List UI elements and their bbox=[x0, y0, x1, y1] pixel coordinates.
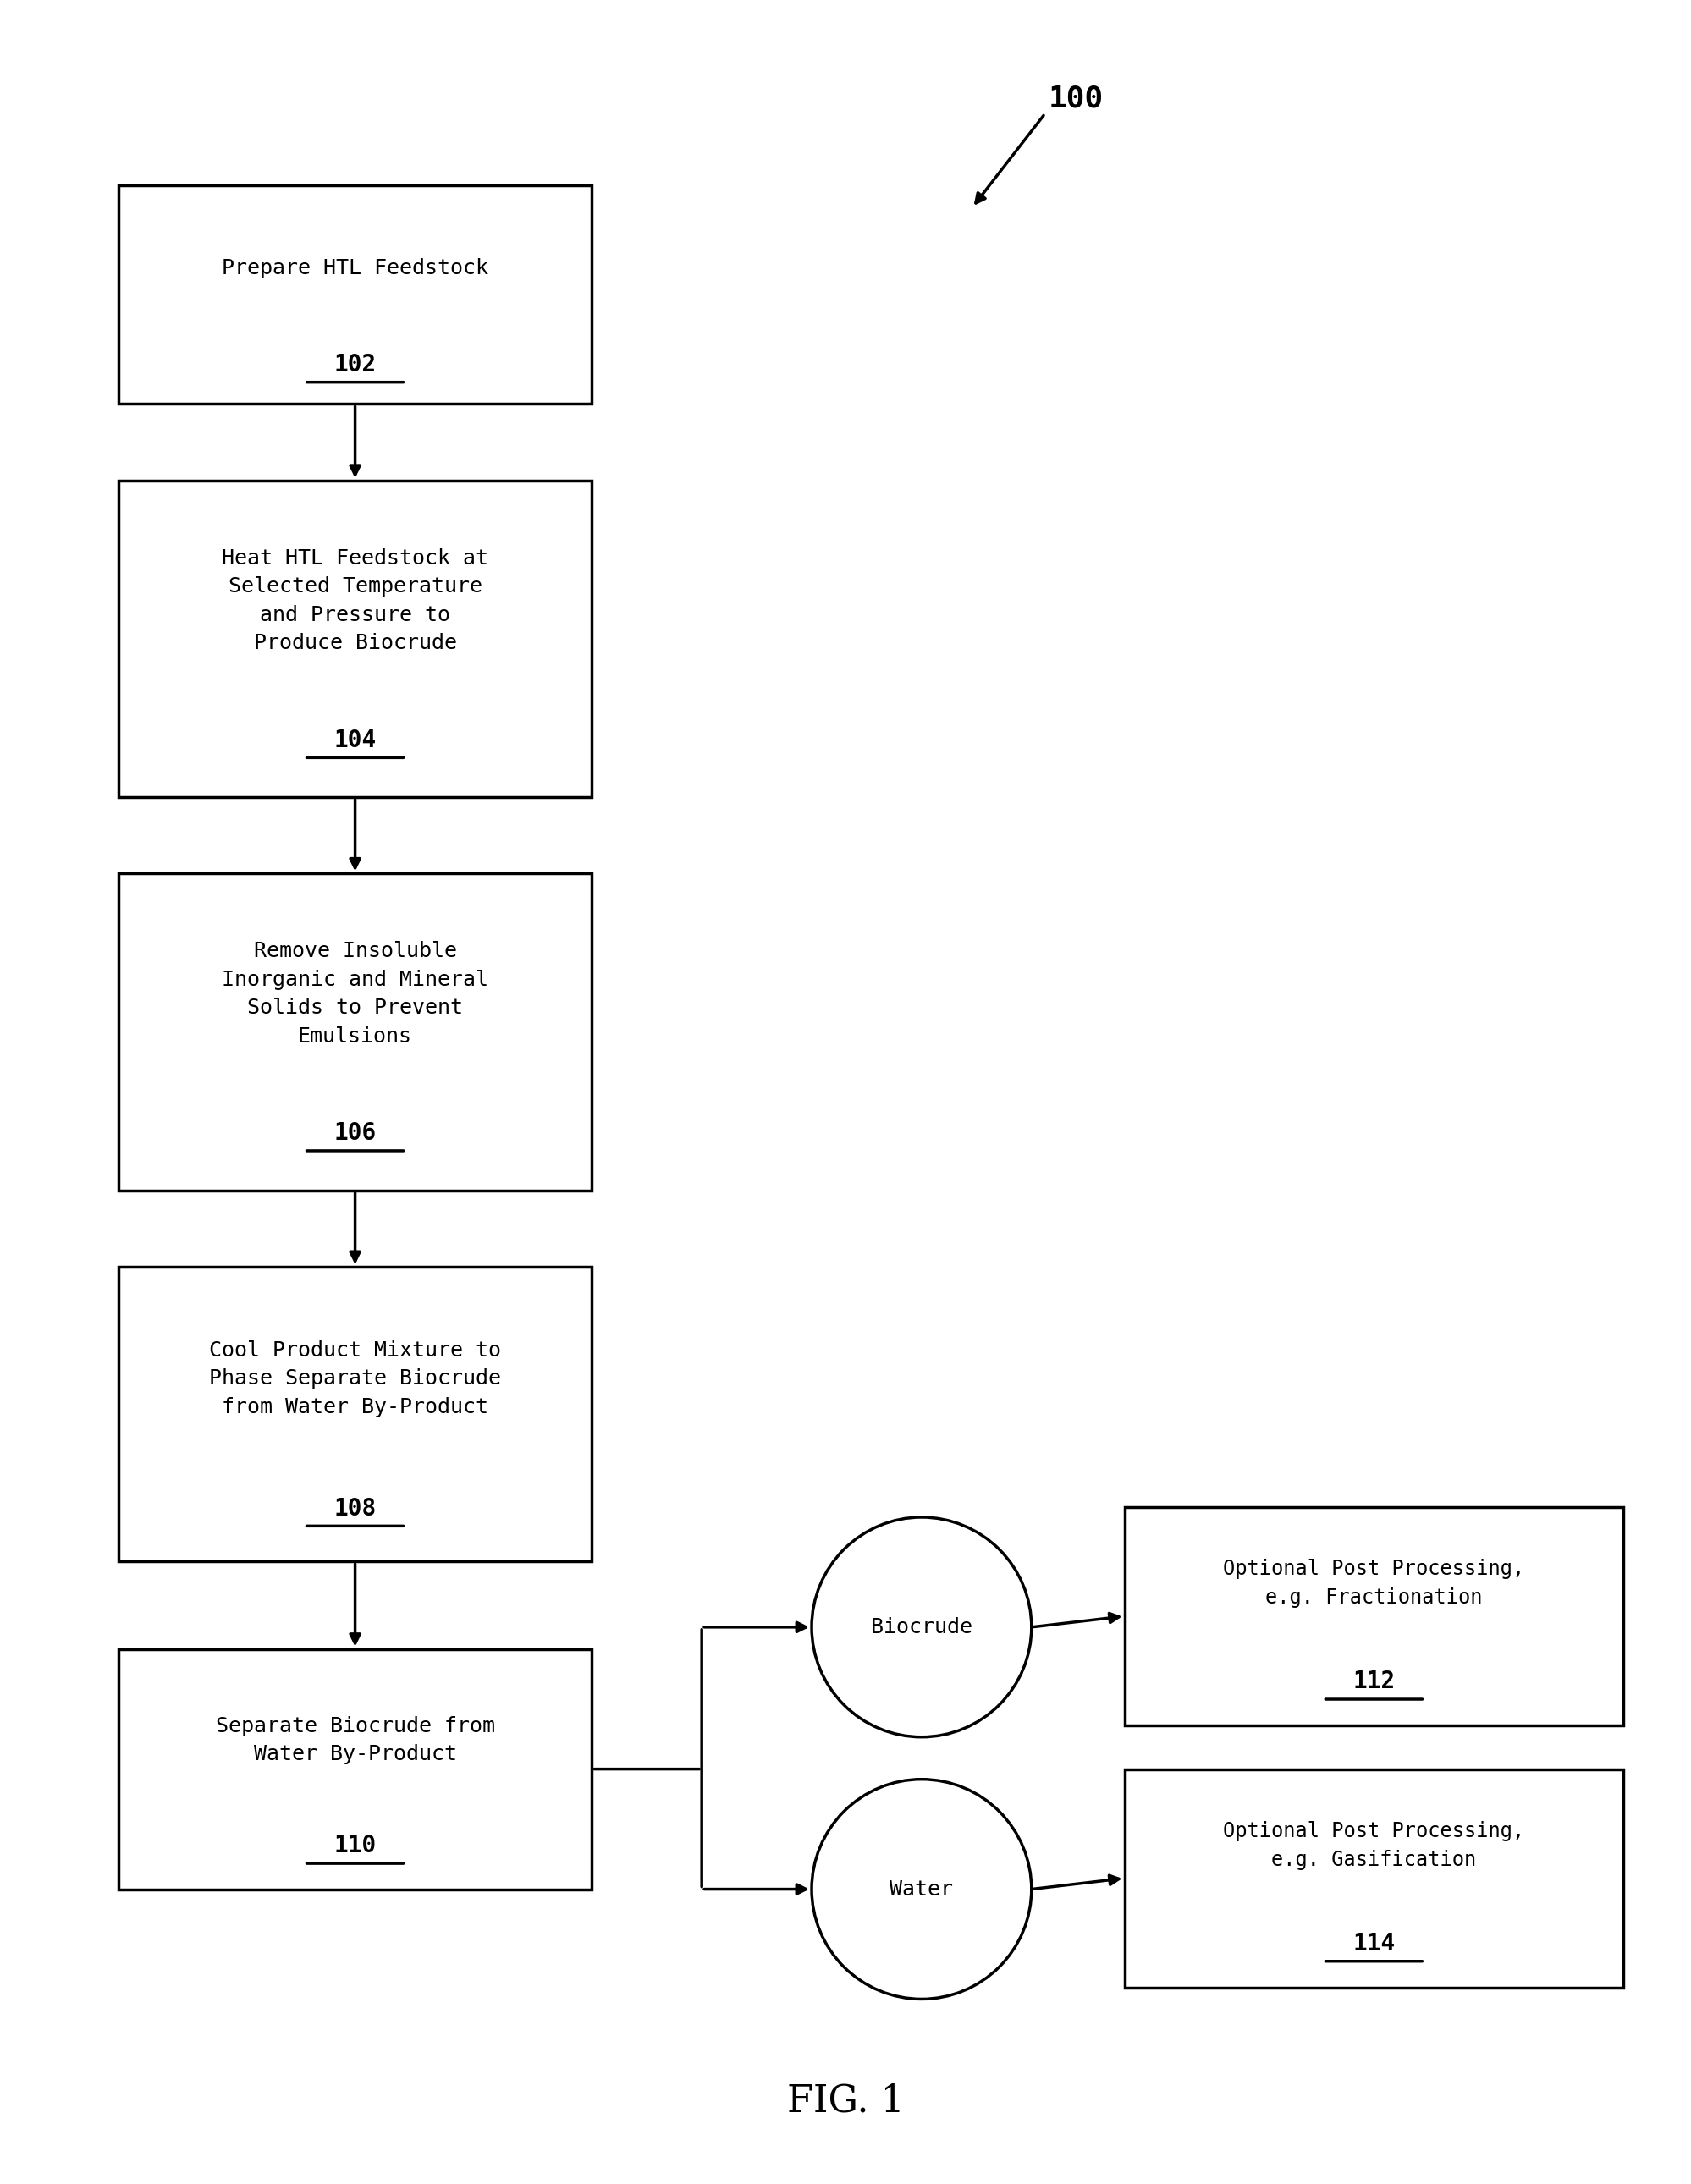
FancyBboxPatch shape bbox=[1125, 1507, 1623, 1725]
Text: 104: 104 bbox=[333, 727, 377, 751]
Text: FIG. 1: FIG. 1 bbox=[786, 2084, 905, 2118]
Text: Heat HTL Feedstock at
Selected Temperature
and Pressure to
Produce Biocrude: Heat HTL Feedstock at Selected Temperatu… bbox=[222, 548, 489, 653]
Text: Remove Insoluble
Inorganic and Mineral
Solids to Prevent
Emulsions: Remove Insoluble Inorganic and Mineral S… bbox=[222, 941, 489, 1046]
FancyBboxPatch shape bbox=[118, 186, 592, 404]
FancyBboxPatch shape bbox=[118, 1649, 592, 1889]
FancyBboxPatch shape bbox=[118, 874, 592, 1190]
Text: Optional Post Processing,
e.g. Gasification: Optional Post Processing, e.g. Gasificat… bbox=[1223, 1821, 1525, 1870]
Text: 100: 100 bbox=[1048, 83, 1104, 114]
Text: 108: 108 bbox=[333, 1496, 377, 1520]
FancyBboxPatch shape bbox=[118, 480, 592, 797]
Ellipse shape bbox=[812, 1518, 1032, 1736]
Text: 102: 102 bbox=[333, 354, 377, 376]
Text: 106: 106 bbox=[333, 1120, 377, 1144]
Text: Biocrude: Biocrude bbox=[871, 1616, 972, 1638]
FancyBboxPatch shape bbox=[1125, 1769, 1623, 1987]
Ellipse shape bbox=[812, 1780, 1032, 1998]
Text: 110: 110 bbox=[333, 1835, 377, 1859]
Text: Optional Post Processing,
e.g. Fractionation: Optional Post Processing, e.g. Fractiona… bbox=[1223, 1559, 1525, 1607]
Text: Prepare HTL Feedstock: Prepare HTL Feedstock bbox=[222, 258, 489, 280]
Text: Separate Biocrude from
Water By-Product: Separate Biocrude from Water By-Product bbox=[215, 1717, 495, 1765]
Text: Cool Product Mixture to
Phase Separate Biocrude
from Water By-Product: Cool Product Mixture to Phase Separate B… bbox=[210, 1341, 501, 1417]
Text: 112: 112 bbox=[1353, 1671, 1395, 1693]
Text: 114: 114 bbox=[1353, 1933, 1395, 1955]
Text: Water: Water bbox=[889, 1878, 954, 1900]
FancyBboxPatch shape bbox=[118, 1267, 592, 1562]
